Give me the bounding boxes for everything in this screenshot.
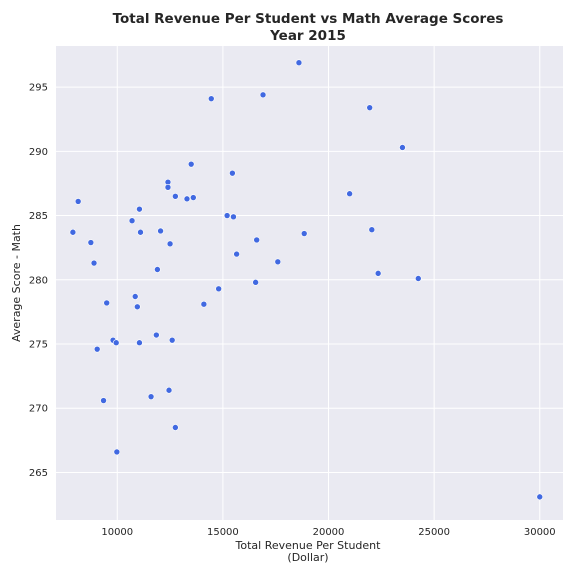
data-point <box>215 285 222 293</box>
data-point <box>200 300 208 308</box>
data-point <box>300 230 308 237</box>
data-point <box>259 91 267 99</box>
data-point <box>168 336 176 344</box>
data-point <box>165 386 173 394</box>
data-point <box>230 213 237 221</box>
y-axis-label: Average Score - Math <box>10 224 23 342</box>
data-point <box>190 194 197 201</box>
data-point <box>229 169 236 177</box>
data-point <box>100 397 107 404</box>
data-point <box>147 393 155 400</box>
data-point <box>113 448 121 456</box>
data-point <box>172 424 179 431</box>
data-point <box>166 240 174 248</box>
data-point <box>374 270 382 277</box>
y-tick-label: 265 <box>29 468 48 479</box>
data-point <box>366 104 374 111</box>
data-point <box>87 239 95 246</box>
y-tick-label: 290 <box>29 147 48 158</box>
data-point <box>134 303 141 311</box>
data-point <box>183 195 191 203</box>
y-tick-label: 275 <box>29 340 48 351</box>
data-point <box>187 160 195 168</box>
data-point <box>157 227 164 235</box>
x-axis-unit: (Dollar) <box>287 551 328 564</box>
data-point <box>223 212 231 219</box>
x-axis-label: Total Revenue Per Student <box>235 539 382 552</box>
data-point <box>136 339 143 347</box>
data-point <box>172 192 179 200</box>
y-tick-label: 285 <box>29 211 48 222</box>
x-tick-label: 25000 <box>418 527 450 538</box>
x-tick-label: 30000 <box>524 527 556 538</box>
data-point <box>69 228 77 236</box>
data-point <box>252 279 259 286</box>
data-point <box>164 184 172 191</box>
y-axis-ticks: 265 270 275 280 285 290 295 <box>29 83 48 479</box>
data-point <box>131 293 139 300</box>
data-point <box>128 217 136 224</box>
y-tick-label: 270 <box>29 404 48 415</box>
x-tick-label: 15000 <box>207 527 239 538</box>
data-point <box>414 275 422 282</box>
x-axis-ticks: 10000 15000 20000 25000 30000 <box>101 527 555 538</box>
data-point <box>233 250 240 258</box>
data-point <box>253 236 260 244</box>
data-point <box>399 144 406 151</box>
data-point <box>207 95 215 102</box>
y-tick-label: 280 <box>29 275 48 286</box>
y-tick-label: 295 <box>29 83 48 94</box>
data-point <box>90 259 98 267</box>
data-point <box>136 205 143 213</box>
data-point <box>103 299 110 307</box>
data-point <box>153 331 160 339</box>
data-point <box>274 258 282 266</box>
data-point <box>295 59 303 66</box>
data-point <box>346 190 353 198</box>
data-point <box>74 198 82 205</box>
data-point <box>93 345 101 353</box>
data-point <box>137 228 144 236</box>
chart-subtitle: Year 2015 <box>269 28 346 44</box>
data-point <box>368 226 376 233</box>
plot-area <box>56 46 563 520</box>
data-point <box>112 339 120 347</box>
data-point <box>536 493 544 501</box>
chart-title: Total Revenue Per Student vs Math Averag… <box>113 11 504 27</box>
data-points <box>69 59 544 501</box>
x-tick-label: 10000 <box>101 527 133 538</box>
x-tick-label: 20000 <box>313 527 345 538</box>
data-point <box>154 266 161 273</box>
